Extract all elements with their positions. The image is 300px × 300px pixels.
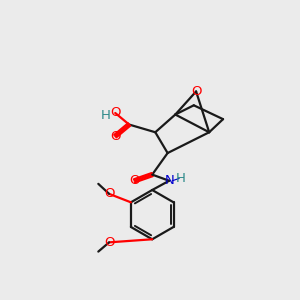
Text: O: O xyxy=(104,236,114,249)
Text: O: O xyxy=(104,187,114,200)
Text: H: H xyxy=(101,109,111,122)
Text: N: N xyxy=(164,174,174,187)
Text: O: O xyxy=(110,130,121,142)
Text: H: H xyxy=(176,172,186,185)
Text: O: O xyxy=(191,85,201,98)
Text: O: O xyxy=(110,106,121,119)
Text: O: O xyxy=(129,174,140,187)
